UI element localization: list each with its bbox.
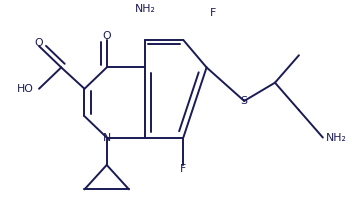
Text: S: S [241, 96, 248, 106]
Text: F: F [180, 164, 187, 174]
Text: HO: HO [17, 84, 34, 94]
Text: O: O [35, 38, 43, 48]
Text: N: N [102, 132, 111, 143]
Text: NH₂: NH₂ [326, 132, 347, 143]
Text: NH₂: NH₂ [134, 4, 156, 14]
Text: F: F [210, 8, 216, 18]
Text: O: O [102, 31, 111, 41]
